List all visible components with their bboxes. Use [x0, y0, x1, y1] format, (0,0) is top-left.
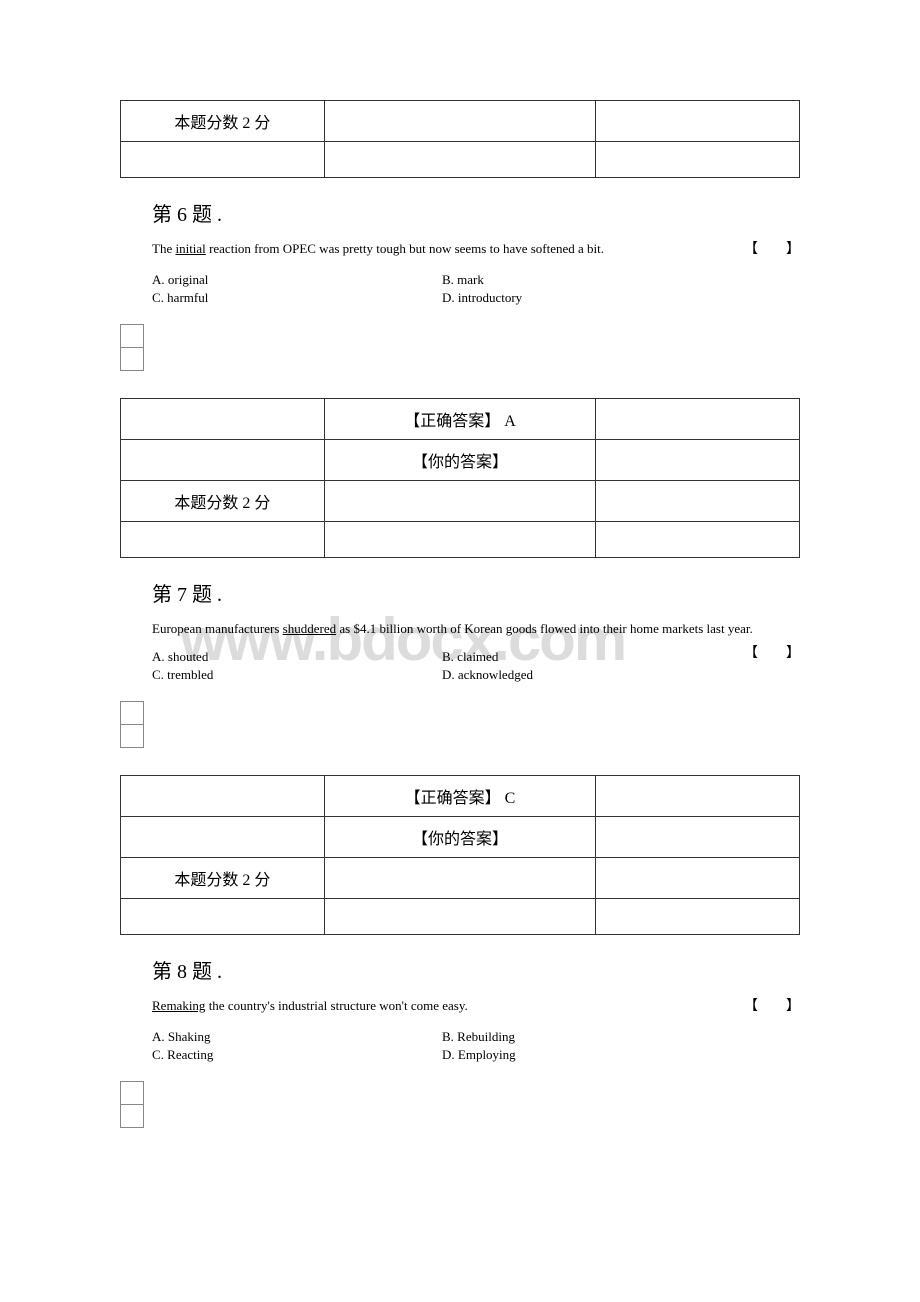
score-cell: 本题分数 2 分: [121, 858, 325, 899]
q8-body: Remaking the country's industrial struct…: [152, 994, 800, 1021]
q7-body: European manufacturers shuddered as $4.1…: [152, 617, 800, 642]
table-row: 【你的答案】: [121, 817, 800, 858]
q8-options-row2: C. Reacting D. Employing: [152, 1047, 800, 1063]
q7-text-pre: European manufacturers: [152, 621, 283, 636]
q7-options-row2: C. trembled D. acknowledged: [152, 667, 744, 683]
q6-opt-c: C. harmful: [152, 290, 442, 306]
page-content: 本题分数 2 分 第 6 题 . The initial reaction fr…: [0, 0, 920, 1195]
q7-opt-d: D. acknowledged: [442, 667, 744, 683]
q8-checkbox-group: [120, 1081, 800, 1128]
q7-options-row1: A. shouted B. claimed: [152, 649, 744, 665]
q8-bracket: 【 】: [744, 994, 800, 1021]
table-row: 本题分数 2 分: [121, 858, 800, 899]
score-cell: 本题分数 2 分: [121, 480, 325, 521]
empty-cell: [596, 101, 800, 142]
empty-cell: [121, 521, 325, 557]
q5-answer-table: 本题分数 2 分: [120, 100, 800, 178]
checkbox[interactable]: [120, 1081, 144, 1105]
empty-cell: [324, 142, 596, 178]
table-row: 【正确答案】 A: [121, 398, 800, 439]
table-row: [121, 142, 800, 178]
q8-opt-a: A. Shaking: [152, 1029, 442, 1045]
checkbox[interactable]: [120, 324, 144, 348]
empty-cell: [596, 899, 800, 935]
q7-bracket: 【 】: [744, 641, 800, 668]
empty-cell: [121, 899, 325, 935]
table-row: 【你的答案】: [121, 439, 800, 480]
empty-cell: [121, 398, 325, 439]
empty-cell: [121, 439, 325, 480]
q6-body: The initial reaction from OPEC was prett…: [152, 237, 800, 264]
checkbox[interactable]: [120, 1104, 144, 1128]
correct-answer-cell: 【正确答案】 C: [324, 776, 596, 817]
empty-cell: [121, 817, 325, 858]
q6-text-post: reaction from OPEC was pretty tough but …: [206, 241, 604, 256]
q8-opt-c: C. Reacting: [152, 1047, 442, 1063]
table-row: 本题分数 2 分: [121, 480, 800, 521]
q7-text-post: as $4.1 billion worth of Korean goods fl…: [336, 621, 753, 636]
score-cell: 本题分数 2 分: [121, 101, 325, 142]
q8-heading: 第 8 题 .: [152, 955, 800, 984]
empty-cell: [324, 899, 596, 935]
q7-opt-c: C. trembled: [152, 667, 442, 683]
q6-heading: 第 6 题 .: [152, 198, 800, 227]
q6-answer-table: 【正确答案】 A 【你的答案】 本题分数 2 分: [120, 398, 800, 558]
checkbox[interactable]: [120, 724, 144, 748]
empty-cell: [324, 480, 596, 521]
q6-text-pre: The: [152, 241, 175, 256]
q6-options-row1: A. original B. mark: [152, 272, 800, 288]
q8-opt-b: B. Rebuilding: [442, 1029, 800, 1045]
empty-cell: [596, 521, 800, 557]
q7-underlined: shuddered: [283, 621, 336, 636]
q6-options-row2: C. harmful D. introductory: [152, 290, 800, 306]
q6-underlined: initial: [175, 241, 205, 256]
checkbox[interactable]: [120, 701, 144, 725]
empty-cell: [596, 439, 800, 480]
empty-cell: [596, 776, 800, 817]
empty-cell: [596, 142, 800, 178]
checkbox[interactable]: [120, 347, 144, 371]
q7-opt-a: A. shouted: [152, 649, 442, 665]
q7-opt-b: B. claimed: [442, 649, 744, 665]
q7-checkbox-group: [120, 701, 800, 748]
q6-checkbox-group: [120, 324, 800, 371]
q8-options-row1: A. Shaking B. Rebuilding: [152, 1029, 800, 1045]
empty-cell: [324, 858, 596, 899]
q8-text-post: the country's industrial structure won't…: [205, 998, 467, 1013]
empty-cell: [121, 776, 325, 817]
table-row: 本题分数 2 分: [121, 101, 800, 142]
empty-cell: [596, 817, 800, 858]
correct-answer-cell: 【正确答案】 A: [324, 398, 596, 439]
empty-cell: [324, 101, 596, 142]
empty-cell: [324, 521, 596, 557]
q6-bracket: 【 】: [744, 237, 800, 264]
table-row: 【正确答案】 C: [121, 776, 800, 817]
table-row: [121, 521, 800, 557]
q6-opt-b: B. mark: [442, 272, 800, 288]
q8-opt-d: D. Employing: [442, 1047, 800, 1063]
empty-cell: [596, 858, 800, 899]
q8-underlined: Remaking: [152, 998, 205, 1013]
your-answer-cell: 【你的答案】: [324, 817, 596, 858]
table-row: [121, 899, 800, 935]
empty-cell: [596, 398, 800, 439]
your-answer-cell: 【你的答案】: [324, 439, 596, 480]
empty-cell: [121, 142, 325, 178]
q7-heading: 第 7 题 .: [152, 578, 800, 607]
q7-answer-table: 【正确答案】 C 【你的答案】 本题分数 2 分: [120, 775, 800, 935]
empty-cell: [596, 480, 800, 521]
q6-opt-a: A. original: [152, 272, 442, 288]
q6-opt-d: D. introductory: [442, 290, 800, 306]
